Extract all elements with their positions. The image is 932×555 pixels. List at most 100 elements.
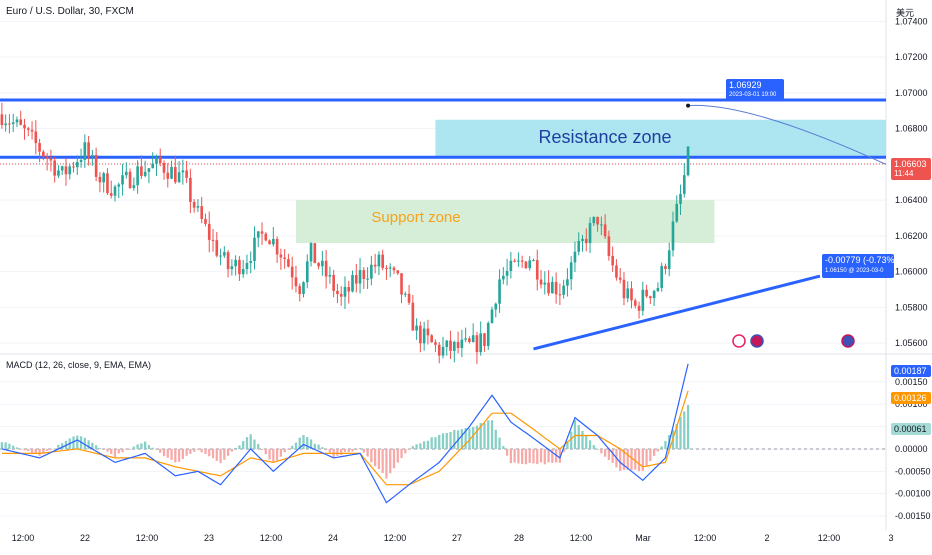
candle-body <box>426 328 430 336</box>
histogram-bar <box>110 448 113 455</box>
candle-body <box>445 340 449 347</box>
time-axis-label: 3 <box>888 533 893 543</box>
candle-body <box>75 162 79 168</box>
histogram-bar <box>385 448 388 479</box>
support-zone-label: Support zone <box>371 209 460 226</box>
candle-body <box>124 171 128 176</box>
histogram-bar <box>653 448 656 456</box>
candle-body <box>400 273 403 295</box>
candle-body <box>272 238 275 245</box>
candle-body <box>204 218 207 224</box>
candle-body <box>370 264 373 279</box>
arc-start-label: 1.06929 2023-03-01 19:00 <box>726 79 784 101</box>
histogram-bar <box>479 423 482 449</box>
histogram-bar <box>641 448 644 471</box>
candle-body <box>502 275 505 280</box>
candle-body <box>535 260 539 280</box>
candle-body <box>449 340 452 351</box>
candle-body <box>42 151 45 157</box>
candle-body <box>437 344 441 356</box>
candle-body <box>38 143 41 152</box>
candle-body <box>419 325 422 344</box>
candle-body <box>649 296 652 299</box>
time-axis-label: 23 <box>204 533 214 543</box>
price-axis-tick-label: 1.05600 <box>895 338 928 348</box>
candle-body <box>566 279 569 286</box>
candle-body <box>630 288 633 301</box>
histogram-bar <box>328 448 332 453</box>
histogram-bar <box>230 448 233 452</box>
histogram-bar <box>513 448 516 463</box>
histogram-bar <box>358 448 362 449</box>
histogram-bar <box>317 444 320 449</box>
candle-body <box>336 290 339 295</box>
resistance-zone-label: Resistance zone <box>538 127 671 147</box>
histogram-bar <box>600 448 603 454</box>
candle-body <box>603 224 607 237</box>
candle-body <box>177 172 181 183</box>
candle-body <box>528 260 532 269</box>
candle-body <box>622 279 626 299</box>
histogram-bar <box>121 448 124 453</box>
time-axis-label: 12:00 <box>694 533 717 543</box>
histogram-bar <box>287 448 290 450</box>
histogram-bar <box>72 436 75 449</box>
candle-body <box>637 305 641 311</box>
candle-body <box>87 142 90 157</box>
earnings-event-icon <box>841 334 855 348</box>
candle-body <box>656 287 660 291</box>
histogram-bar <box>15 447 19 449</box>
time-axis-label: 22 <box>80 533 90 543</box>
candle-body <box>200 206 204 219</box>
trend-line-label: -0.00779 (-0.73%) 1.06150 @ 2023-03-0 <box>822 254 894 278</box>
histogram-bar <box>219 448 222 464</box>
candle-body <box>215 240 219 256</box>
candle-body <box>30 129 34 132</box>
signal-value-badge: 0.00126 <box>891 392 931 404</box>
candle-body <box>226 252 230 270</box>
histogram-bar <box>656 448 660 452</box>
histogram-bar <box>12 445 15 449</box>
candle-body <box>354 274 358 284</box>
histogram-bar <box>0 442 4 449</box>
support-zone-box <box>295 200 715 244</box>
candle-body <box>452 341 456 351</box>
histogram-bar <box>102 448 105 450</box>
candle-body <box>57 170 60 176</box>
candle-body <box>294 277 298 287</box>
candle-body <box>343 286 347 297</box>
candle-body <box>34 131 38 144</box>
candle-body <box>309 243 313 262</box>
grid <box>0 0 932 530</box>
economic-event-icon <box>732 334 746 348</box>
macd-indicator-label[interactable]: MACD (12, 26, close, 9, EMA, EMA) <box>6 360 152 370</box>
signal-line <box>1 390 689 486</box>
candle-body <box>577 240 581 252</box>
time-axis-label: 12:00 <box>570 533 593 543</box>
candle-body <box>641 289 645 311</box>
candle-body <box>136 166 139 186</box>
histogram-bar <box>4 442 7 449</box>
candle-body <box>113 186 117 196</box>
histogram-bar <box>196 448 200 450</box>
bar-countdown: 11:44 <box>894 169 914 178</box>
histogram-bar <box>298 437 301 449</box>
candle-body <box>60 166 64 171</box>
histogram-bar <box>185 448 188 456</box>
histogram-bar <box>426 440 430 449</box>
histogram-bar <box>521 448 524 464</box>
histogram-bar <box>475 425 479 449</box>
histogram-bar <box>125 448 128 450</box>
candle-body <box>407 293 411 303</box>
candle-body <box>475 335 479 353</box>
candle-body <box>460 339 464 348</box>
candle-body <box>679 193 682 204</box>
histogram-bar <box>355 448 358 450</box>
histogram-bar <box>562 448 565 453</box>
candle-body <box>633 300 637 306</box>
histogram-bar <box>509 448 512 464</box>
candle-body <box>645 289 648 297</box>
candle-body <box>468 338 471 342</box>
